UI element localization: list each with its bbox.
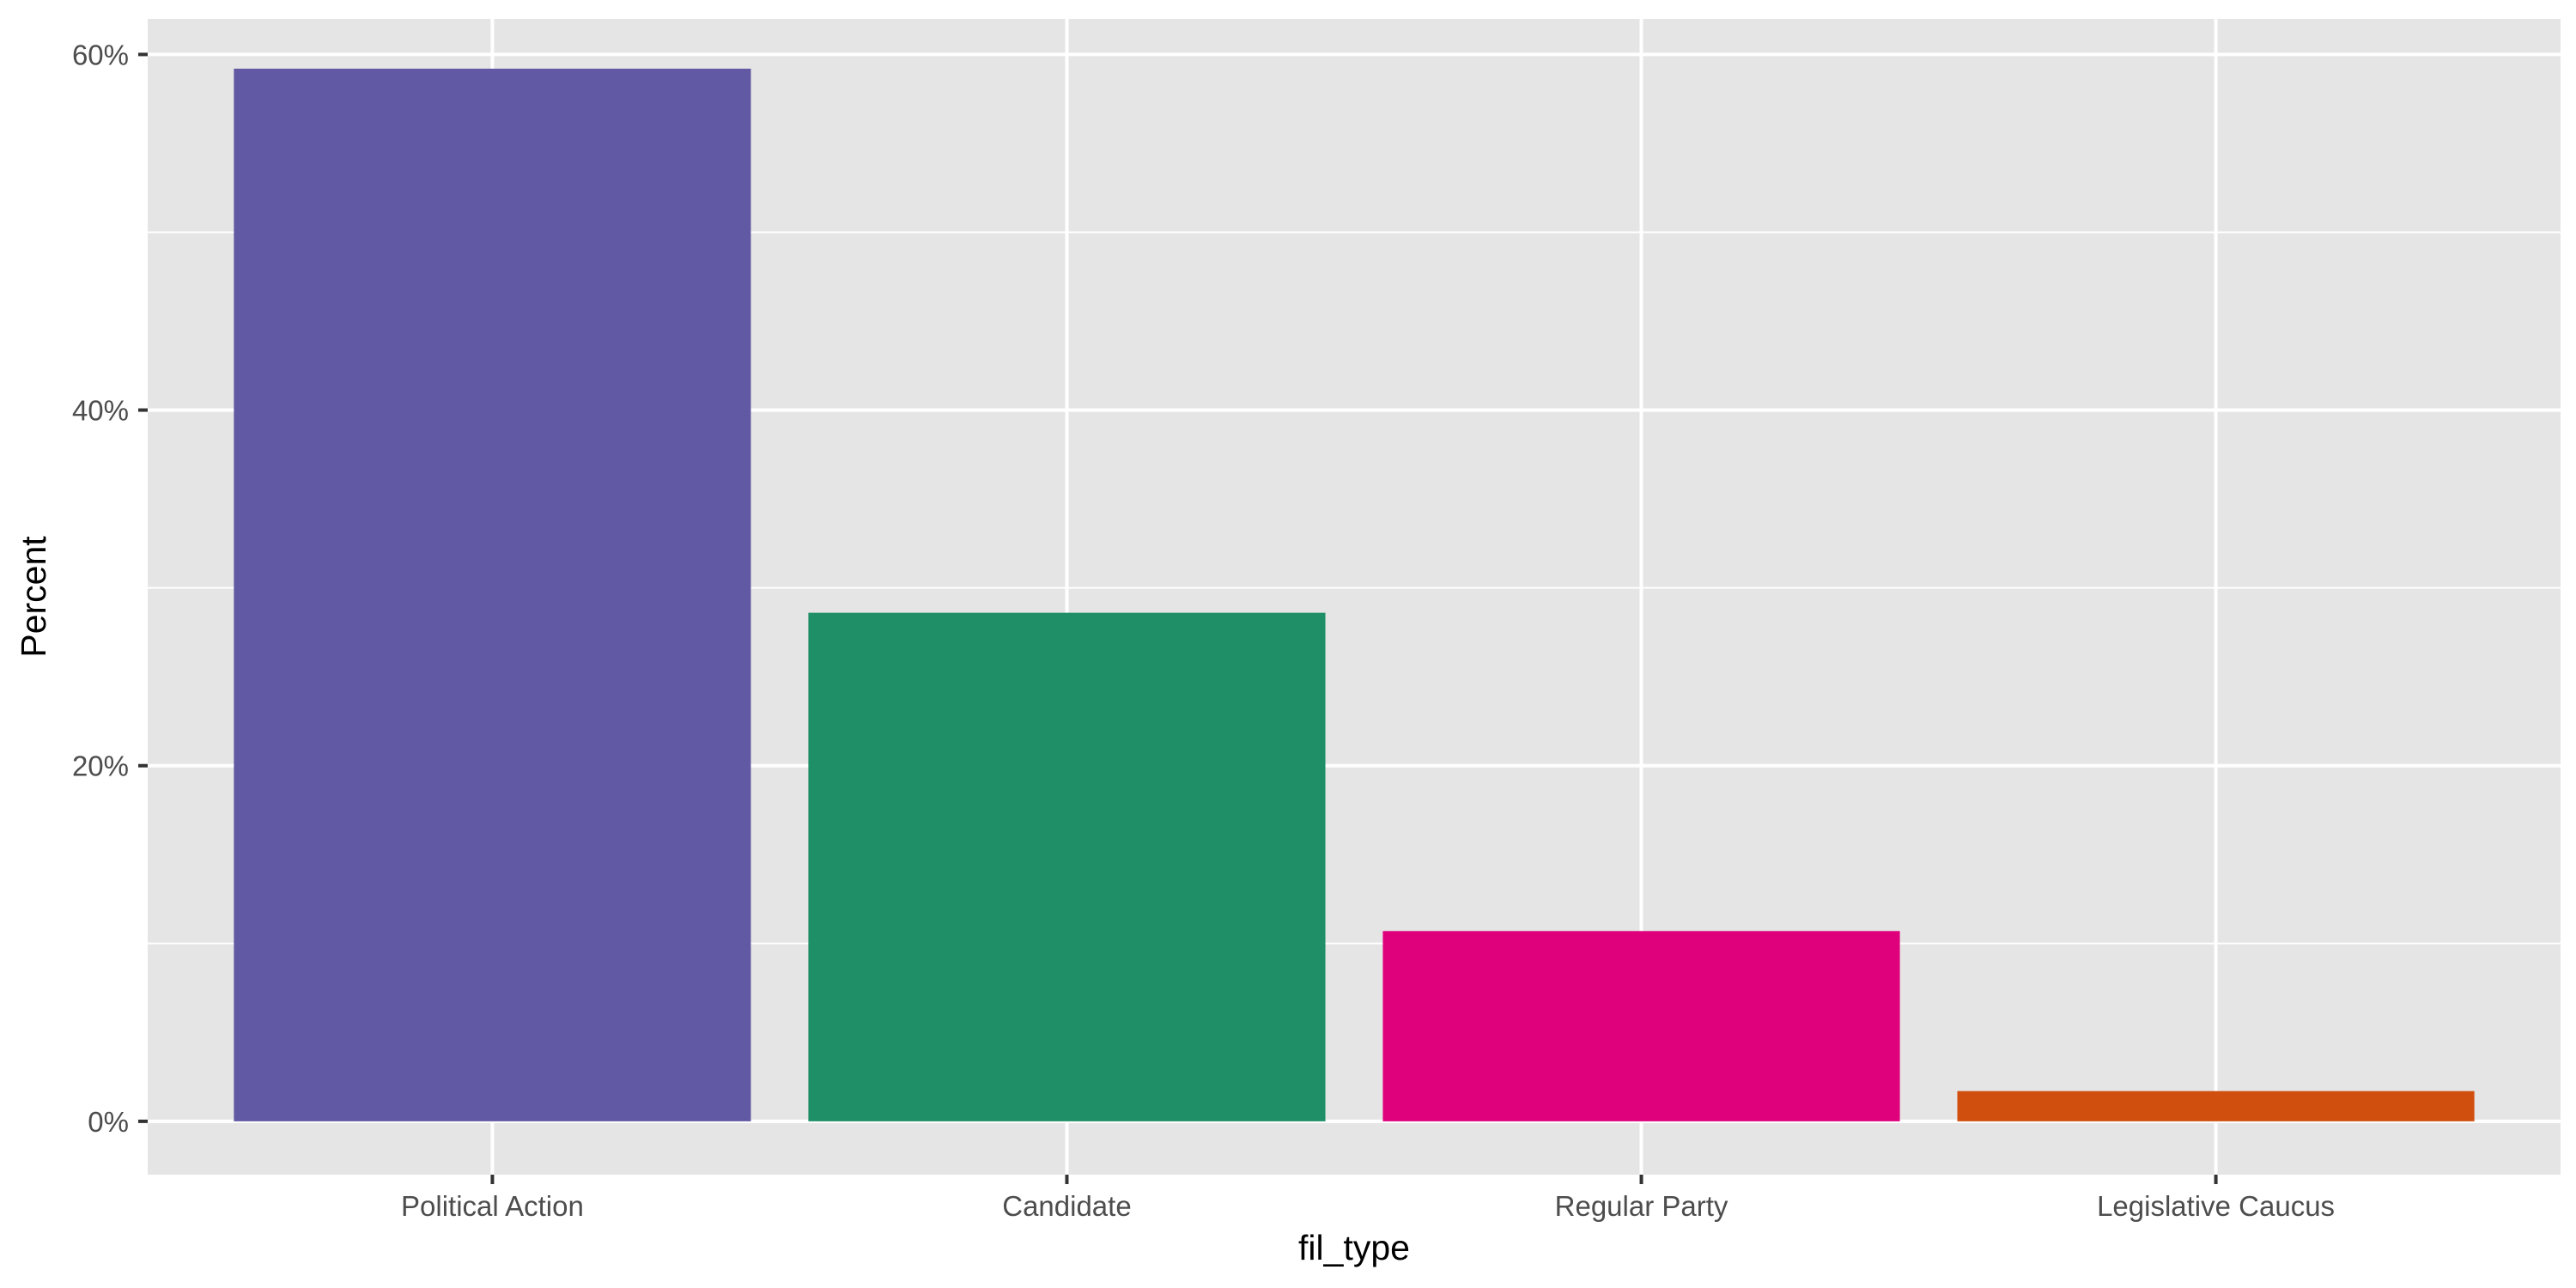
y-axis: 0% 20% 40% 60% <box>72 39 148 1138</box>
y-tick-label: 60% <box>72 39 129 70</box>
x-axis-title: fil_type <box>1298 1228 1410 1267</box>
x-axis: Political Action Candidate Regular Party Le… <box>401 1175 2335 1222</box>
x-tick-label: Regular Party <box>1555 1190 1728 1222</box>
bar-legislative-caucus <box>1957 1091 2475 1121</box>
bar-regular-party <box>1382 931 1900 1121</box>
x-tick-label: Candidate <box>1002 1190 1131 1222</box>
bar-candidate <box>808 612 1326 1121</box>
y-tick-label: 20% <box>72 750 129 782</box>
x-tick-label: Legislative Caucus <box>2097 1190 2335 1222</box>
y-tick-label: 0% <box>88 1106 129 1138</box>
y-tick-label: 40% <box>72 395 129 427</box>
x-tick-label: Political Action <box>401 1190 584 1222</box>
y-axis-title: Percent <box>14 536 53 658</box>
bars <box>234 68 2475 1121</box>
bar-political-action <box>234 68 751 1121</box>
